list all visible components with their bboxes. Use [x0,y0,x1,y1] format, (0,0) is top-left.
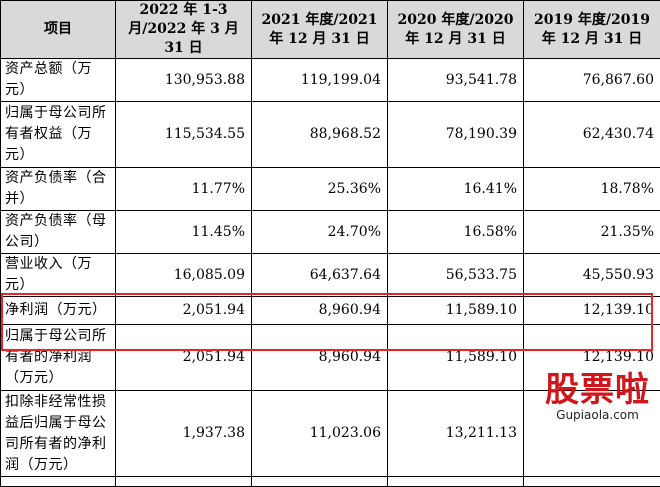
cell-value: 25.36% [252,168,388,211]
row-label: 资产负债率（母公司） [1,211,116,254]
cell-value: 11,023.06 [252,391,388,477]
cell-value: 8,960.94 [252,297,388,325]
table-row: 资产负债率（母公司） 11.45% 24.70% 16.58% 21.35% [1,211,660,254]
table-row: 资产负债率（合并） 11.77% 25.36% 16.41% 18.78% [1,168,660,211]
cell-value: 16.41% [388,168,524,211]
header-item: 项目 [1,1,116,59]
cell-value: 11.45% [116,211,252,254]
cell-value: 93,541.78 [388,59,524,102]
cell-value: 115,534.55 [116,102,252,168]
table-row: 营业收入（万元） 16,085.09 64,637.64 56,533.75 4… [1,254,660,297]
row-label: 净利润（万元） [1,297,116,325]
cell-value: 24.70% [252,211,388,254]
watermark-logo: 股票啦 [545,372,650,408]
header-2022q1: 2022 年 1-3 月/2022 年 3 月 31 日 [116,1,252,59]
cell-value: 2,051.94 [116,297,252,325]
row-label: 扣除非经常性损益后归属于母公司所有者的净利润（万元） [1,391,116,477]
header-2021: 2021 年度/2021 年 12 月 31 日 [252,1,388,59]
table-header-row: 项目 2022 年 1-3 月/2022 年 3 月 31 日 2021 年度/… [1,1,660,59]
cell-value: 56,533.75 [388,254,524,297]
cell-value: 78,190.39 [388,102,524,168]
watermark-url: Gupiaola.com [545,408,650,422]
cell-value: 11.77% [116,168,252,211]
cell-value: 18.78% [524,168,660,211]
header-2020: 2020 年度/2020 年 12 月 31 日 [388,1,524,59]
cell-value: 11,589.10 [388,297,524,325]
row-label: 营业收入（万元） [1,254,116,297]
cell-value: 130,953.88 [116,59,252,102]
table-row: 归属于母公司所有者权益（万元） 115,534.55 88,968.52 78,… [1,102,660,168]
cell-value: 8,960.94 [252,325,388,391]
cell-value: 16.58% [388,211,524,254]
cell-value: 1,937.38 [116,391,252,477]
cell-value: 76,867.60 [524,59,660,102]
header-2019: 2019 年度/2019 年 12 月 31 日 [524,1,660,59]
cell-value: 45,550.93 [524,254,660,297]
cell-value: 88,968.52 [252,102,388,168]
table-row-cut-off [1,477,660,487]
cell-value: 119,199.04 [252,59,388,102]
cell-value: 2,051.94 [116,325,252,391]
watermark: 股票啦 Gupiaola.com [545,372,650,422]
cell-value: 16,085.09 [116,254,252,297]
cell-value: 64,637.64 [252,254,388,297]
row-label: 归属于母公司所有者的净利润（万元） [1,325,116,391]
row-label: 资产负债率（合并） [1,168,116,211]
cell-value: 21.35% [524,211,660,254]
table-row: 净利润（万元） 2,051.94 8,960.94 11,589.10 12,1… [1,297,660,325]
cell-value: 13,211.13 [388,391,524,477]
cell-value: 62,430.74 [524,102,660,168]
table-row: 资产总额（万元） 130,953.88 119,199.04 93,541.78… [1,59,660,102]
cell-value: 11,589.10 [388,325,524,391]
row-label: 资产总额（万元） [1,59,116,102]
row-label: 归属于母公司所有者权益（万元） [1,102,116,168]
cell-value: 12,139.10 [524,297,660,325]
